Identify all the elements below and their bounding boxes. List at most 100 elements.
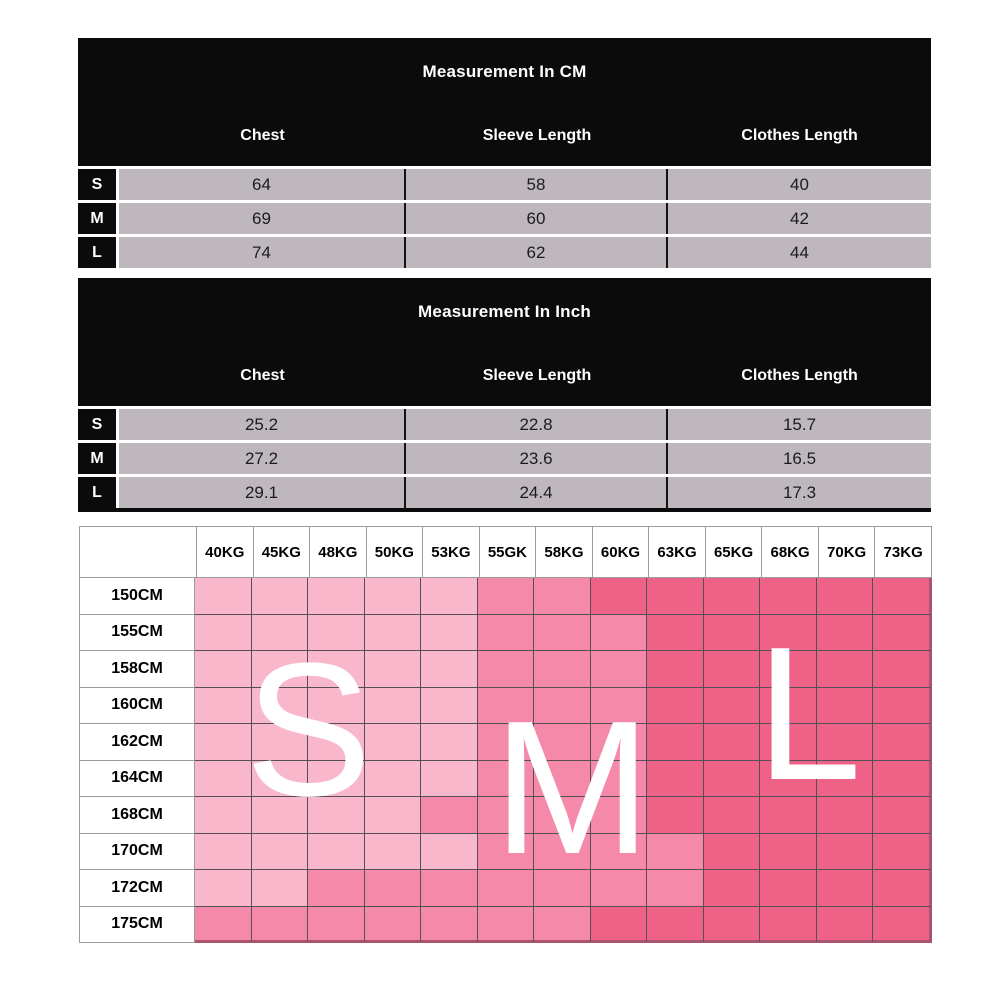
- grid-cell: [251, 651, 309, 688]
- grid-cell: [590, 870, 648, 907]
- grid-cell: [477, 760, 535, 797]
- measure-value-cell: 40: [666, 169, 931, 200]
- grid-cell: [251, 578, 309, 615]
- grid-cell: [534, 687, 591, 724]
- grid-cell: [703, 614, 761, 651]
- grid-cell: [421, 833, 478, 870]
- size-label-cell: S: [78, 169, 119, 200]
- grid-cell: [477, 687, 535, 724]
- grid-corner-cell: [79, 526, 197, 578]
- grid-cell: [703, 870, 761, 907]
- size-label-cell: L: [78, 477, 119, 508]
- measure-value-cell: 62: [404, 237, 666, 268]
- weight-header-cell: 70KG: [818, 526, 876, 578]
- measure-value-cell: 74: [119, 237, 404, 268]
- grid-cell: [760, 797, 817, 834]
- grid-cell: [590, 651, 648, 688]
- grid-cell: [308, 724, 365, 761]
- measure-row: M 69 60 42: [78, 200, 931, 234]
- grid-cell: [477, 870, 535, 907]
- measure-value-cell: 15.7: [666, 409, 931, 440]
- grid-cell: [816, 578, 874, 615]
- grid-cell: [477, 906, 535, 943]
- grid-cell: [647, 797, 704, 834]
- grid-row: 164CM: [79, 760, 932, 797]
- grid-cell: [251, 687, 309, 724]
- grid-cell: [195, 651, 252, 688]
- grid-row: 168CM: [79, 797, 932, 834]
- grid-row: 175CM: [79, 906, 932, 943]
- grid-cell: [873, 614, 932, 651]
- grid-cell: [534, 797, 591, 834]
- grid-cell: [590, 760, 648, 797]
- cm-header-clothes-length: Clothes Length: [741, 126, 858, 144]
- grid-cell: [195, 724, 252, 761]
- grid-cell: [364, 833, 422, 870]
- grid-cell: [760, 833, 817, 870]
- grid-cell: [195, 870, 252, 907]
- cm-header-chest: Chest: [240, 126, 285, 144]
- weight-header-cell: 73KG: [875, 526, 932, 578]
- measure-value-cell: 16.5: [666, 443, 931, 474]
- grid-cell: [364, 614, 422, 651]
- size-region-letter-m: M: [493, 682, 652, 894]
- grid-cell: [703, 578, 761, 615]
- grid-cell: [421, 614, 478, 651]
- cm-table-header-row: Chest Sleeve Length Clothes Length: [78, 105, 931, 166]
- grid-cell: [421, 687, 478, 724]
- size-label-cell: L: [78, 237, 119, 268]
- weight-header-cell: 40KG: [197, 526, 254, 578]
- grid-cell: [308, 760, 365, 797]
- cm-measurement-table: Measurement In CM Chest Sleeve Length Cl…: [78, 38, 931, 268]
- grid-cell: [308, 578, 365, 615]
- grid-row: 162CM: [79, 724, 932, 761]
- inch-header-chest: Chest: [240, 366, 285, 384]
- grid-cell: [873, 797, 932, 834]
- size-label-cell: M: [78, 443, 119, 474]
- grid-cell: [534, 760, 591, 797]
- grid-cell: [195, 614, 252, 651]
- weight-header-cell: 68KG: [762, 526, 819, 578]
- grid-cell: [816, 760, 874, 797]
- grid-cell: [760, 870, 817, 907]
- grid-cell: [703, 687, 761, 724]
- inch-measurement-table: Measurement In Inch Chest Sleeve Length …: [78, 278, 931, 512]
- grid-cell: [590, 797, 648, 834]
- grid-cell: [647, 614, 704, 651]
- inch-table-body: S 25.2 22.8 15.7 M 27.2 23.6 16.5 L 29.1 24.4 17.3: [78, 406, 931, 508]
- grid-cell: [364, 797, 422, 834]
- height-label-cell: 158CM: [79, 651, 195, 688]
- measure-row: L 74 62 44: [78, 234, 931, 268]
- measure-value-cell: 69: [119, 203, 404, 234]
- cm-header-sleeve-length: Sleeve Length: [482, 126, 592, 144]
- grid-cell: [816, 651, 874, 688]
- grid-cell: [421, 651, 478, 688]
- grid-cell: [647, 724, 704, 761]
- grid-cell: [760, 651, 817, 688]
- grid-row: 170CM: [79, 833, 932, 870]
- grid-cell: [364, 651, 422, 688]
- grid-cell: [251, 906, 309, 943]
- grid-cell: [647, 833, 704, 870]
- grid-cell: [308, 906, 365, 943]
- inch-header-sleeve-length: Sleeve Length: [482, 366, 592, 384]
- height-label-cell: 150CM: [79, 578, 195, 615]
- grid-cell: [760, 724, 817, 761]
- grid-cell: [477, 724, 535, 761]
- grid-cell: [477, 797, 535, 834]
- grid-cell: [647, 870, 704, 907]
- measure-value-cell: 22.8: [404, 409, 666, 440]
- grid-cell: [308, 833, 365, 870]
- weight-header-cell: 50KG: [366, 526, 424, 578]
- grid-cell: [251, 614, 309, 651]
- height-label-cell: 168CM: [79, 797, 195, 834]
- grid-cell: [364, 760, 422, 797]
- grid-cell: [873, 760, 932, 797]
- grid-cell: [590, 906, 648, 943]
- grid-cell: [590, 687, 648, 724]
- size-label-cell: S: [78, 409, 119, 440]
- grid-cell: [534, 614, 591, 651]
- size-grid-body: 150CM 155CM 158CM 160CM 162CM 164CM 168CM 170CM…: [79, 578, 932, 943]
- grid-cell: [364, 724, 422, 761]
- height-label-cell: 160CM: [79, 687, 195, 724]
